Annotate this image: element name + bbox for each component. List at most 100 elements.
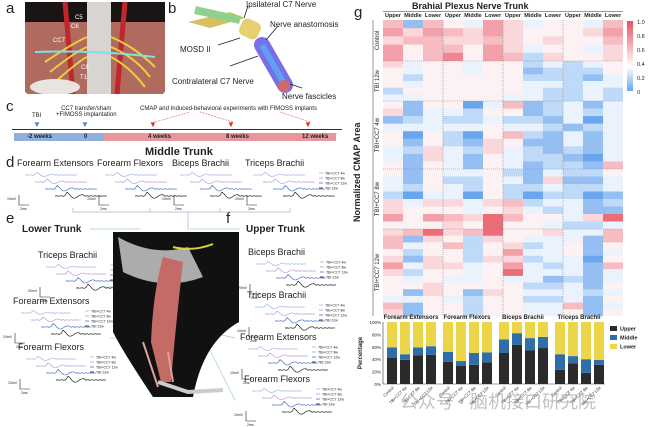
heatmap-cell <box>583 176 603 185</box>
legend-label: TBI+CC7 8w <box>96 361 116 365</box>
heatmap-cell <box>403 262 423 270</box>
time-scale: 2ms <box>251 296 258 300</box>
tick-0: 0 <box>84 134 88 140</box>
heatmap-cell <box>603 176 623 185</box>
heatmap-cell <box>563 153 583 162</box>
heatmap-cell <box>403 52 423 62</box>
heatmap-cell <box>463 255 483 263</box>
heatmap-cell <box>443 123 463 132</box>
week12-marker-icon: ▼ <box>304 120 312 129</box>
heatmap-cell <box>423 184 443 192</box>
heatmap-cell <box>463 52 483 62</box>
heatmap-cell <box>583 28 603 37</box>
heatmap-cell <box>583 214 603 222</box>
legend-label: TBI+CC7 4w <box>322 388 342 392</box>
heatmap-cell <box>603 229 623 236</box>
heatmap-cell <box>543 94 563 102</box>
heatmap-cell <box>523 295 543 303</box>
heatmap-cell <box>543 289 563 297</box>
time-scale: 2ms <box>21 391 28 395</box>
trace-2 <box>275 274 327 281</box>
legend-label: TBI+CC7 12w <box>91 320 113 324</box>
heatmap-cell <box>563 242 583 250</box>
heatmap-cell <box>543 249 563 257</box>
heatmap-cell <box>603 101 623 109</box>
heatmap-cell <box>483 44 503 54</box>
heatmap-cell <box>563 87 583 95</box>
heatmap-cell <box>423 169 443 177</box>
heatmap-cell <box>583 255 603 263</box>
upper-trunk-2: Forearm Extensors 10mV 2ms TBI+CC7 4w TBI+CC… <box>230 332 340 385</box>
heatmap-cell <box>423 101 443 109</box>
trace-0 <box>104 171 158 177</box>
trace-1 <box>55 270 107 277</box>
heatmap-cell <box>403 146 423 155</box>
heatmap-cell <box>443 28 463 37</box>
bar-segment-middle <box>499 339 509 353</box>
heatmap-cell <box>603 20 623 29</box>
heatmap-cell <box>543 108 563 117</box>
heatmap-cell <box>563 28 583 37</box>
trace-2 <box>267 359 319 366</box>
heatmap-cell <box>483 81 503 88</box>
heatmap-cell <box>403 36 423 45</box>
heatmap-cell <box>503 67 523 75</box>
heatmap-cell <box>483 309 503 317</box>
heatmap-cell <box>443 116 463 124</box>
heatmap-cell <box>603 74 623 82</box>
heatmap-cell <box>463 249 483 257</box>
heatmap-cell <box>523 131 543 140</box>
scale-bar <box>248 327 259 338</box>
scale-bar <box>19 379 30 390</box>
heatmap-cell <box>383 101 403 109</box>
heatmap-cell <box>583 161 603 170</box>
column-header: Upper <box>445 13 462 19</box>
heatmap-cell <box>423 28 443 37</box>
legend-label: TBI 12w <box>96 371 109 375</box>
heatmap-cell <box>523 28 543 37</box>
upper-trunk-1: Triceps Brachii 10mV 2ms TBI+CC7 4w TBI+CC7 … <box>237 290 347 343</box>
heatmap-cell <box>383 191 403 200</box>
legend-label: TBI+CC7 4w <box>318 346 338 350</box>
heatmap-cell <box>523 87 543 95</box>
heatmap-cell <box>443 101 463 109</box>
muscle-title: Biceps Brachii <box>172 158 230 168</box>
heatmap-cell <box>543 184 563 192</box>
heatmap-cell <box>443 74 463 82</box>
bar-segment-middle <box>387 347 397 358</box>
legend-label: TBI 12w <box>322 403 335 407</box>
trace-1 <box>189 178 243 185</box>
heatmap-cell <box>483 214 503 222</box>
heatmap-cell <box>543 302 563 310</box>
legend-label: TBI 12w <box>325 319 338 323</box>
bar-segment-middle <box>555 354 565 370</box>
heatmap-cell <box>603 87 623 95</box>
heatmap-cell <box>503 302 523 310</box>
forelimb-drawing <box>113 232 239 397</box>
heatmap-cell <box>403 199 423 207</box>
heatmap-cell <box>463 131 483 140</box>
heatmap-cell <box>383 131 403 140</box>
middle-trunk-title: Middle Trunk <box>145 146 213 158</box>
heatmap-cell <box>563 282 583 290</box>
heatmap-cell <box>543 269 563 277</box>
heatmap-cell <box>563 116 583 124</box>
heatmap-cell <box>483 282 503 290</box>
heatmap-cell <box>403 108 423 117</box>
y-tick: 80% <box>372 332 381 337</box>
heatmap-cell <box>403 153 423 162</box>
heatmap-cell <box>503 184 523 192</box>
lower-trunk-title: Lower Trunk <box>22 224 82 235</box>
trace-1 <box>264 310 316 317</box>
heatmap-cell <box>483 94 503 102</box>
heatmap-cell <box>483 74 503 82</box>
heatmap-cell <box>523 101 543 109</box>
bar-segment-lower <box>512 322 522 334</box>
heatmap-cell <box>603 138 623 147</box>
trace-1 <box>261 394 313 401</box>
bar-segment-upper <box>568 363 578 384</box>
heatmap-cell <box>543 242 563 250</box>
heatmap-cell <box>483 146 503 155</box>
heatmap-cell <box>403 138 423 147</box>
heatmap-cell <box>423 161 443 170</box>
